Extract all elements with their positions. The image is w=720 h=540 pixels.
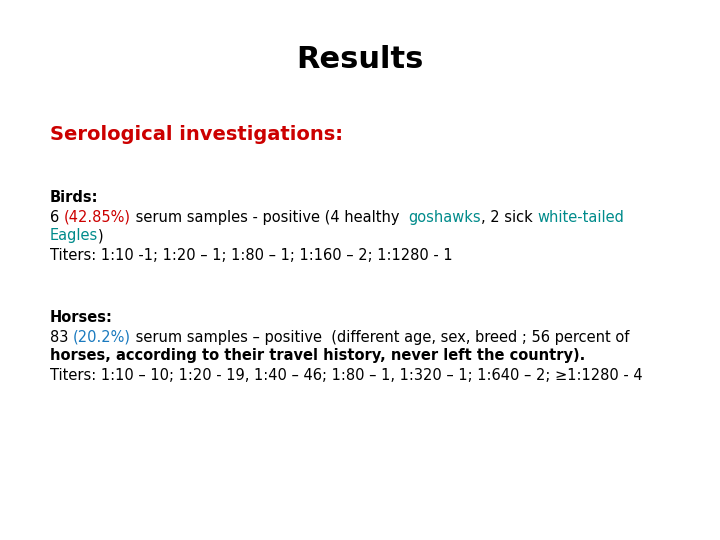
- Text: (42.85%): (42.85%): [64, 210, 131, 225]
- Text: (20.2%): (20.2%): [73, 330, 131, 345]
- Text: Results: Results: [297, 45, 423, 74]
- Text: Horses:: Horses:: [50, 310, 113, 325]
- Text: Titers: 1:10 -1; 1:20 – 1; 1:80 – 1; 1:160 – 2; 1:1280 - 1: Titers: 1:10 -1; 1:20 – 1; 1:80 – 1; 1:1…: [50, 248, 453, 263]
- Text: , 2 sick: , 2 sick: [481, 210, 538, 225]
- Text: 6: 6: [50, 210, 64, 225]
- Text: serum samples - positive (4 healthy: serum samples - positive (4 healthy: [131, 210, 409, 225]
- Text: 83: 83: [50, 330, 73, 345]
- Text: white-tailed: white-tailed: [538, 210, 624, 225]
- Text: goshawks: goshawks: [409, 210, 481, 225]
- Text: Birds:: Birds:: [50, 190, 99, 205]
- Text: Eagles: Eagles: [50, 228, 98, 243]
- Text: Serological investigations:: Serological investigations:: [50, 125, 343, 144]
- Text: ): ): [98, 228, 104, 243]
- Text: horses, according to their travel history, never left the country).: horses, according to their travel histor…: [50, 348, 585, 363]
- Text: Titers: 1:10 – 10; 1:20 - 19, 1:40 – 46; 1:80 – 1, 1:320 – 1; 1:640 – 2; ≥1:1280: Titers: 1:10 – 10; 1:20 - 19, 1:40 – 46;…: [50, 368, 643, 383]
- Text: serum samples – positive  (different age, sex, breed ; 56 percent of: serum samples – positive (different age,…: [131, 330, 629, 345]
